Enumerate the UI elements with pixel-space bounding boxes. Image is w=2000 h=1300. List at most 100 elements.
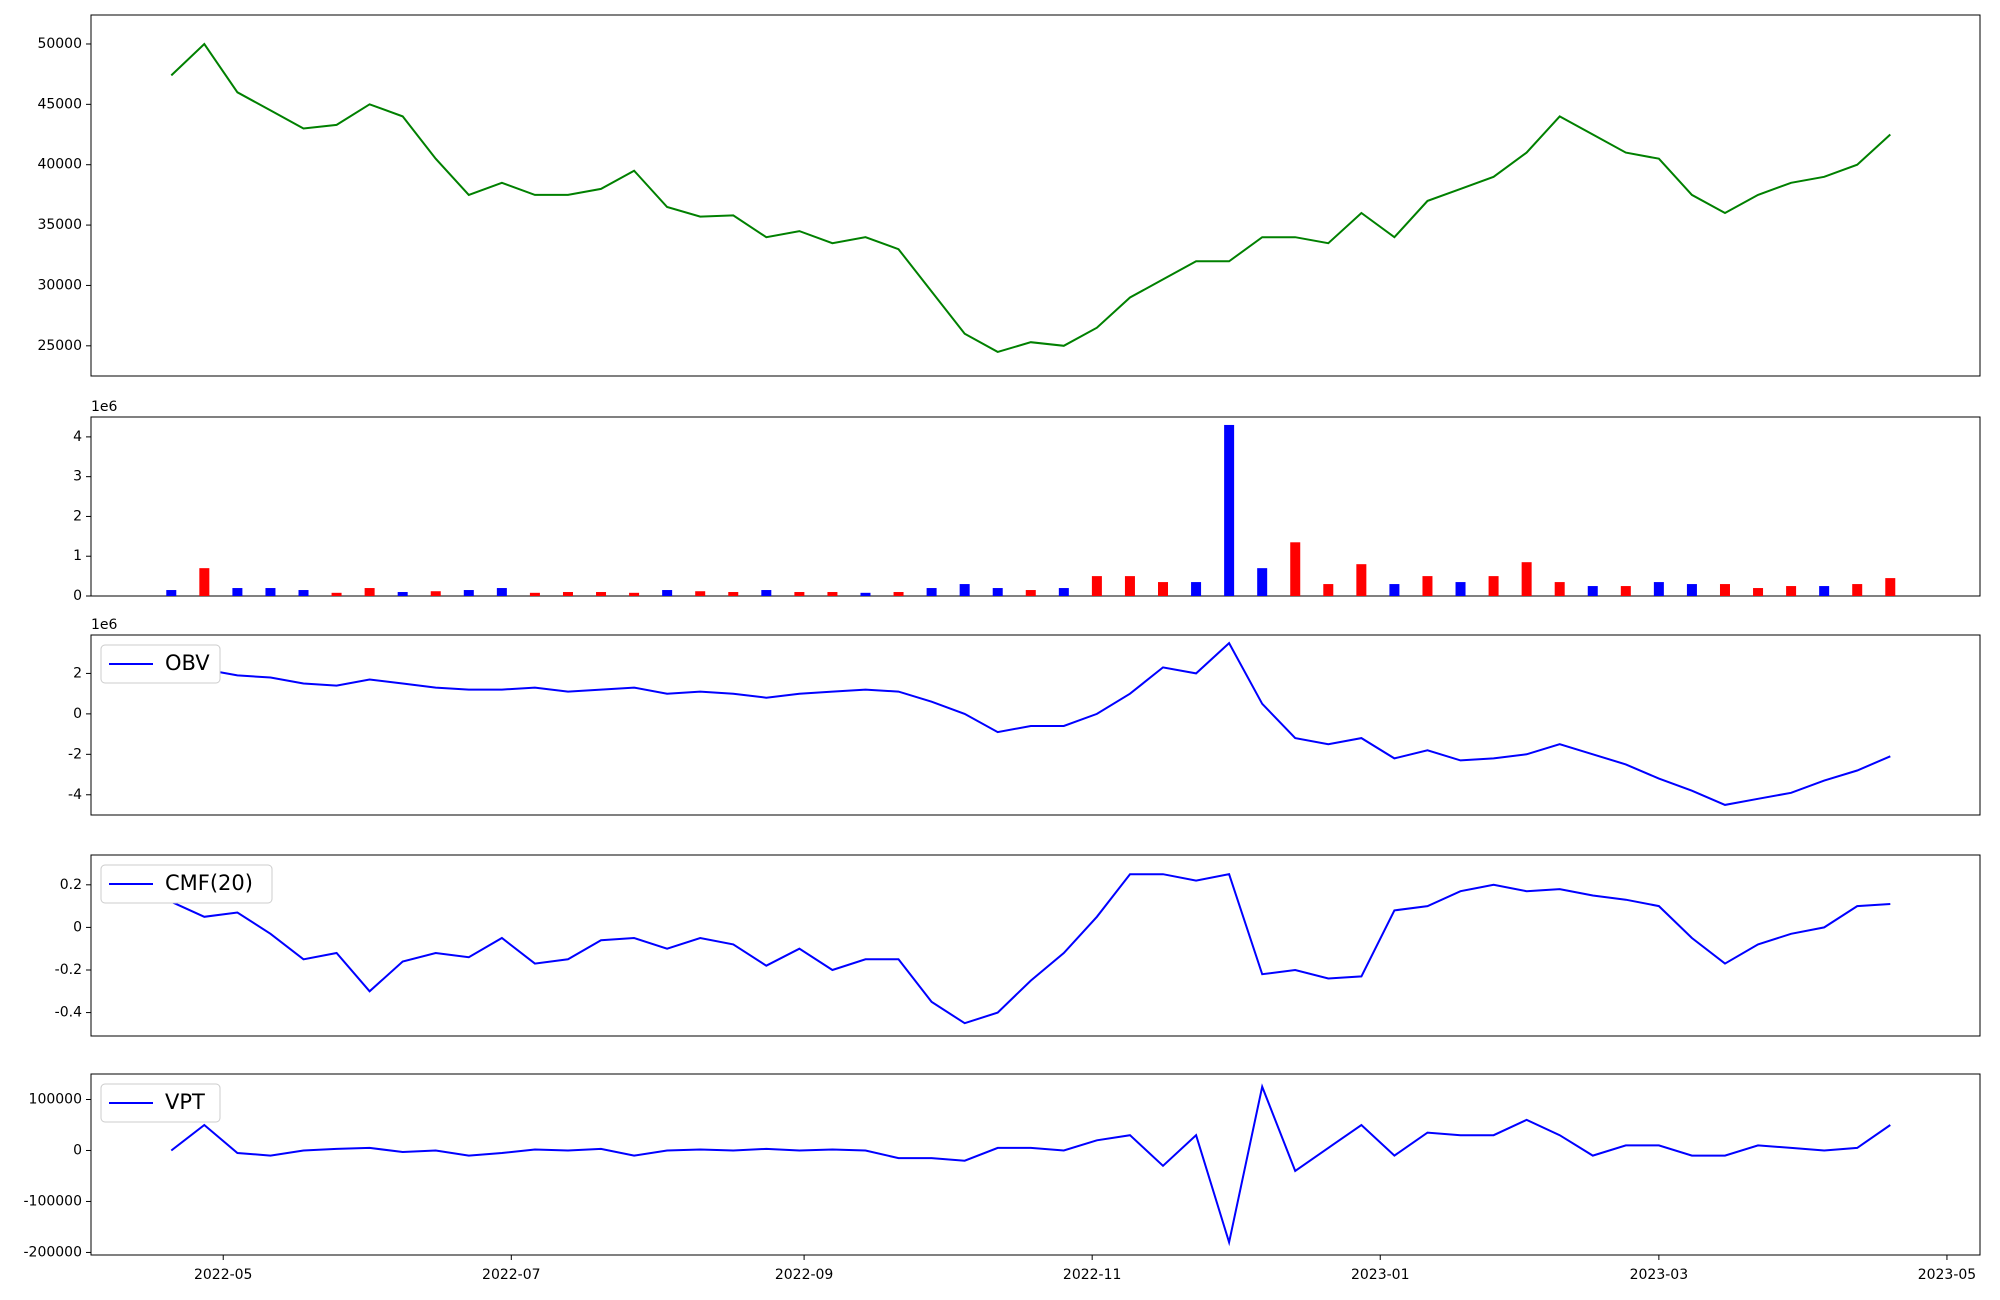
- y-tick-label: 0: [73, 706, 82, 722]
- bar: [232, 588, 243, 596]
- y-tick-label: 0: [73, 1142, 82, 1158]
- bar: [1554, 582, 1565, 596]
- plot-frame: [90, 1073, 1981, 1256]
- bar: [562, 592, 573, 596]
- y-tick-label: -4: [68, 787, 82, 803]
- bar: [629, 592, 640, 596]
- bar: [1124, 576, 1135, 596]
- y-tick-label: 0: [73, 588, 82, 604]
- y-tick-label: 0: [73, 919, 82, 935]
- bar: [1257, 568, 1268, 596]
- bar: [1521, 562, 1532, 596]
- legend-box: [100, 644, 221, 684]
- bar: [1224, 424, 1235, 596]
- y-tick-label: 45000: [37, 96, 82, 112]
- bar: [1422, 576, 1433, 596]
- bar: [860, 592, 871, 596]
- y-tick-label: 30000: [37, 277, 82, 293]
- bar: [1290, 542, 1301, 596]
- y-tick-label: -200000: [24, 1244, 83, 1260]
- legend-text: CMF(20): [165, 871, 253, 895]
- y-tick-label: 40000: [37, 157, 82, 173]
- line: [170, 1083, 1891, 1247]
- bar: [761, 590, 772, 596]
- x-tick-label: 2023-05: [1918, 1267, 1977, 1283]
- x-tick-label: 2023-03: [1630, 1267, 1689, 1283]
- bar: [1091, 576, 1102, 596]
- plot-frame: [90, 634, 1981, 816]
- y-tick-label: 100000: [29, 1091, 82, 1107]
- bar: [397, 592, 408, 596]
- x-tick-label: 2023-01: [1351, 1267, 1410, 1283]
- plot-frame: [90, 14, 1981, 377]
- bar: [596, 592, 607, 596]
- bar: [1786, 586, 1797, 596]
- bar: [1852, 584, 1863, 596]
- bar: [1025, 590, 1036, 596]
- y-tick-label: 4: [73, 429, 82, 445]
- x-tick-label: 2022-07: [482, 1267, 541, 1283]
- y-tick-label: 0.2: [60, 877, 82, 893]
- bar: [265, 588, 276, 596]
- bar: [430, 591, 441, 596]
- bar: [1191, 582, 1202, 596]
- legend-text: OBV: [165, 651, 210, 675]
- bar: [1620, 586, 1631, 596]
- bar: [695, 591, 706, 596]
- bar: [662, 590, 673, 596]
- bar: [199, 568, 210, 596]
- y-tick-label: -100000: [24, 1193, 83, 1209]
- y-tick-label: 2: [73, 508, 82, 524]
- plot-frame: [90, 854, 1981, 1037]
- offset-label: 1e6: [91, 399, 118, 415]
- y-tick-label: 1: [73, 548, 82, 564]
- legend-text: VPT: [165, 1090, 205, 1114]
- bar: [1488, 576, 1499, 596]
- bar: [1356, 564, 1367, 596]
- bar: [1587, 586, 1598, 596]
- y-tick-label: 35000: [37, 217, 82, 233]
- y-tick-label: 2: [73, 665, 82, 681]
- bar: [1058, 588, 1069, 596]
- legend-box: [100, 864, 273, 904]
- y-tick-label: 50000: [37, 36, 82, 52]
- y-tick-label: -0.4: [55, 1005, 82, 1021]
- plot-frame: [90, 416, 1981, 597]
- offset-label: 1e6: [91, 617, 118, 633]
- line: [171, 641, 1891, 806]
- bar: [893, 592, 904, 596]
- line: [170, 42, 1891, 353]
- bar: [496, 588, 507, 596]
- bar: [926, 588, 937, 596]
- bar: [1885, 578, 1896, 596]
- x-tick-label: 2022-09: [775, 1267, 834, 1283]
- bar: [728, 592, 739, 596]
- bar: [1686, 584, 1697, 596]
- bar: [1158, 582, 1169, 596]
- bar: [1819, 586, 1830, 596]
- bar: [364, 588, 375, 596]
- bar: [1455, 582, 1466, 596]
- x-tick-label: 2022-05: [194, 1267, 253, 1283]
- bar: [794, 592, 805, 596]
- bar: [1323, 584, 1334, 596]
- bar: [529, 592, 540, 596]
- bar: [1753, 588, 1764, 596]
- line: [170, 873, 1891, 1025]
- x-tick-label: 2022-11: [1063, 1267, 1122, 1283]
- y-tick-label: -0.2: [55, 962, 82, 978]
- bar: [1653, 582, 1664, 596]
- bar: [992, 588, 1003, 596]
- bar: [827, 592, 838, 596]
- y-tick-label: -2: [68, 746, 82, 762]
- bar: [298, 590, 309, 596]
- bar: [166, 590, 177, 596]
- bar: [1389, 584, 1400, 596]
- bar: [331, 592, 342, 596]
- legend-box: [100, 1083, 221, 1123]
- y-tick-label: 25000: [37, 338, 82, 354]
- y-tick-label: 3: [73, 469, 82, 485]
- bar: [463, 590, 474, 596]
- bar: [1719, 584, 1730, 596]
